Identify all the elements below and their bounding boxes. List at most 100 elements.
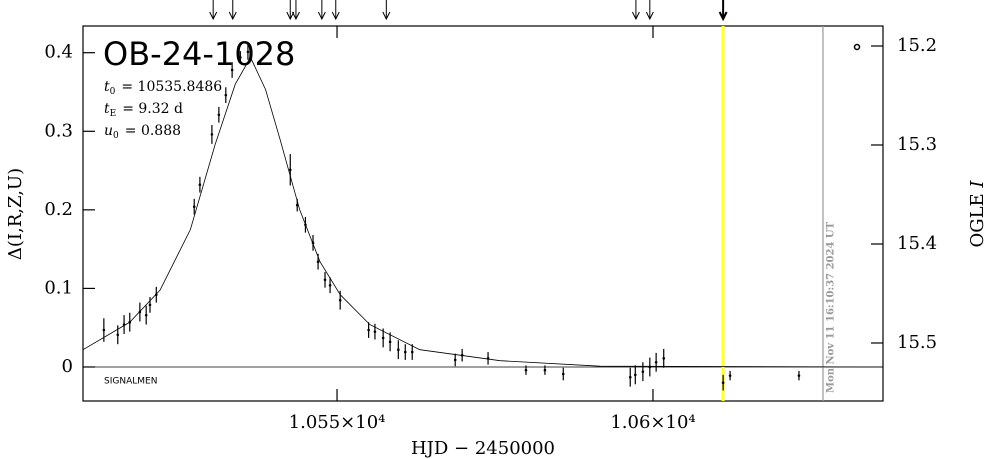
point <box>155 293 158 296</box>
point <box>288 168 292 172</box>
point <box>316 260 320 264</box>
timestamp: Mon Nov 11 16:10:37 2024 UT <box>825 221 836 393</box>
data-point <box>323 271 327 288</box>
point <box>403 350 407 354</box>
data-point <box>453 353 457 367</box>
y-tick-label: 0.4 <box>44 42 73 63</box>
arrow-head <box>286 11 295 21</box>
data-point <box>543 365 547 375</box>
point <box>246 50 250 54</box>
point <box>373 330 377 333</box>
y-tick-label: 0 <box>62 356 73 377</box>
point <box>198 183 202 187</box>
point <box>543 368 547 372</box>
data-point <box>486 352 490 365</box>
data-point <box>721 374 725 391</box>
param-value: = 9.32 d <box>122 101 183 117</box>
data-point <box>628 367 632 387</box>
y2-label-italic: I <box>967 180 986 189</box>
data-point <box>641 362 645 382</box>
point <box>628 375 632 379</box>
y-tick-label: 0.3 <box>44 120 73 141</box>
data-point <box>662 348 666 368</box>
data-point <box>144 305 148 325</box>
data-point <box>217 106 221 123</box>
point <box>728 374 732 377</box>
point <box>102 328 106 332</box>
point <box>148 303 152 307</box>
x-tick-label: 1.06×10⁴ <box>610 412 695 433</box>
x-tick-label: 1.055×10⁴ <box>289 412 386 433</box>
data-point <box>239 51 242 64</box>
arrow <box>382 0 391 21</box>
param-symbol: u <box>104 123 113 139</box>
y-axis-label: Δ(I,R,Z,U) <box>5 168 26 260</box>
y-tick-label: 0.2 <box>44 199 73 220</box>
point <box>797 374 801 377</box>
data-point <box>122 315 126 334</box>
data-point <box>648 357 652 377</box>
data-point <box>224 87 228 103</box>
data-point <box>116 325 120 345</box>
data-point <box>524 365 528 375</box>
arrow-head <box>331 11 340 21</box>
data-point <box>192 198 196 215</box>
param-value: = 10535.8486 <box>121 79 222 95</box>
point <box>721 381 725 384</box>
note: SIGNALMEN <box>104 377 157 387</box>
x-axis-label: HJD − 2450000 <box>411 438 555 459</box>
y2-tick-label: 15.4 <box>897 233 937 254</box>
point <box>328 283 332 287</box>
data-point <box>373 323 377 340</box>
data-point <box>728 370 732 381</box>
data-point <box>633 365 637 385</box>
arrow-head <box>645 11 654 21</box>
arrow-head <box>382 11 391 21</box>
arrow <box>645 0 654 21</box>
data-point <box>561 367 565 381</box>
data-point <box>410 344 414 360</box>
point <box>144 313 148 317</box>
y2-label-text: OGLE <box>967 193 986 247</box>
fit-parameter: tE = 9.32 d <box>104 101 183 119</box>
point <box>367 328 370 332</box>
point <box>217 113 221 117</box>
point <box>230 68 234 72</box>
point <box>561 372 565 376</box>
param-subscript: 0 <box>110 87 116 97</box>
data-point <box>155 286 158 303</box>
point <box>397 348 400 351</box>
data-point <box>288 154 292 186</box>
arrow-head <box>317 11 326 21</box>
point <box>654 360 658 364</box>
param-value: = 0.888 <box>125 123 181 139</box>
arrow <box>292 0 300 21</box>
fit-parameter: u0 = 0.888 <box>104 123 181 141</box>
arrow-head <box>228 11 237 21</box>
arrow-head <box>209 11 218 21</box>
y2-tick-label: 15.5 <box>897 332 937 353</box>
data-point <box>654 352 658 372</box>
arrow <box>286 0 295 21</box>
point <box>524 368 528 372</box>
point <box>641 370 645 373</box>
point <box>381 336 385 340</box>
point <box>323 278 327 282</box>
arrow-head <box>631 11 640 21</box>
point <box>662 357 666 360</box>
arrow <box>228 0 237 21</box>
arrow <box>718 0 728 22</box>
data-point <box>397 340 400 360</box>
point <box>388 340 392 344</box>
data-point <box>230 62 234 78</box>
model-curve <box>82 56 884 368</box>
data-point <box>388 332 392 352</box>
y2-axis-label: OGLE I <box>967 180 986 248</box>
y2-tick-label: 15.2 <box>897 35 937 56</box>
data-point <box>210 124 214 144</box>
point <box>224 93 228 97</box>
arrow <box>209 0 218 21</box>
param-symbol: t <box>104 79 110 95</box>
data-point <box>328 277 332 294</box>
